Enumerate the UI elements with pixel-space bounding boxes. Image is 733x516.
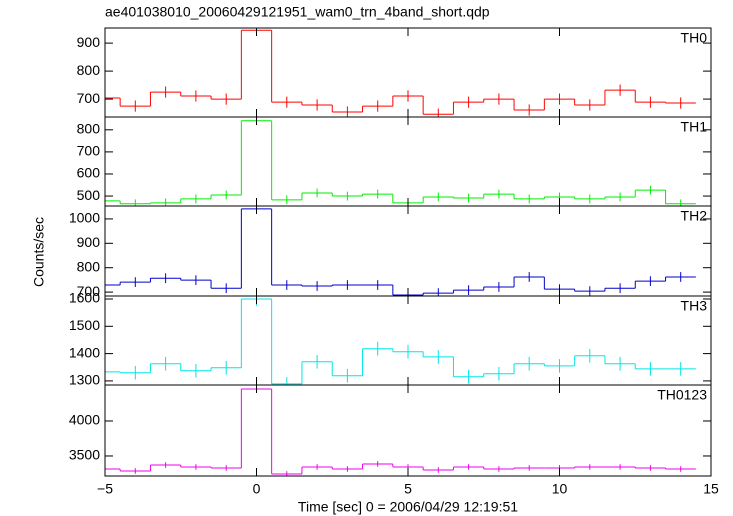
y-tick-label: 1300 xyxy=(69,372,100,388)
y-tick-label: 1500 xyxy=(69,317,100,333)
panel xyxy=(105,117,696,206)
panel-frame xyxy=(104,384,712,477)
x-tick-label: 10 xyxy=(552,481,568,497)
y-tick-label: 900 xyxy=(77,234,101,250)
y-tick-label: 600 xyxy=(77,165,101,181)
y-tick-label: 4000 xyxy=(69,412,100,428)
y-tick-label: 500 xyxy=(77,187,101,203)
y-tick-label: 1400 xyxy=(69,344,100,360)
panel-label: TH1 xyxy=(681,119,708,135)
x-tick-label: −5 xyxy=(97,481,113,497)
panel-frame xyxy=(104,27,712,118)
panel xyxy=(105,386,696,476)
y-axis-label: Counts/sec xyxy=(31,217,47,287)
panel-label: TH2 xyxy=(681,208,708,224)
x-tick-label: 5 xyxy=(404,481,412,497)
y-tick-label: 700 xyxy=(77,143,101,159)
y-tick-label: 1000 xyxy=(69,210,100,226)
panel xyxy=(105,296,696,385)
y-tick-label: 800 xyxy=(77,258,101,274)
panel-label: TH0 xyxy=(681,30,708,46)
y-tick-label: 700 xyxy=(77,90,101,106)
x-tick-label: 15 xyxy=(703,481,719,497)
y-tick-label: 3500 xyxy=(69,447,100,463)
chart-title: ae401038010_20060429121951_wam0_trn_4ban… xyxy=(105,4,490,20)
panel xyxy=(105,206,696,296)
y-tick-label: 800 xyxy=(77,62,101,78)
y-tick-label: 1600 xyxy=(69,290,100,306)
panel-label: TH0123 xyxy=(657,387,707,403)
panel xyxy=(105,28,696,117)
panel-label: TH3 xyxy=(681,298,708,314)
x-tick-label: 0 xyxy=(253,481,261,497)
y-tick-label: 800 xyxy=(77,121,101,137)
y-tick-label: 700 xyxy=(77,283,101,299)
y-tick-label: 900 xyxy=(77,34,101,50)
x-axis-label: Time [sec] 0 = 2006/04/29 12:19:51 xyxy=(298,499,518,515)
